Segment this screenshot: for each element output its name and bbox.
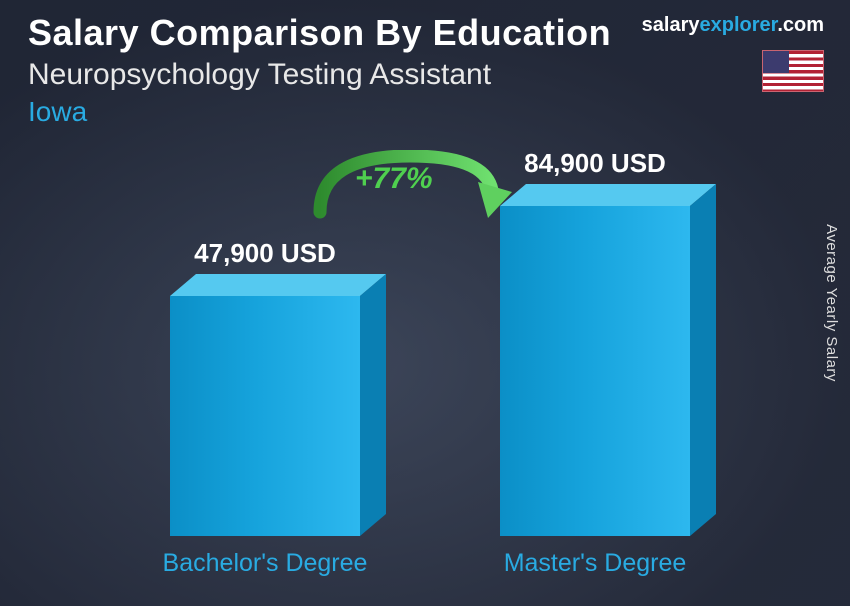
page-subtitle: Neuropsychology Testing Assistant	[28, 58, 830, 92]
flag-icon	[762, 50, 824, 92]
bar-bachelors: 47,900 USD Bachelor's Degree	[170, 296, 360, 536]
brand-part2: explorer	[699, 14, 777, 36]
percentage-increase: +77%	[355, 162, 433, 196]
bar-label: Master's Degree	[504, 549, 687, 578]
bar-masters: 84,900 USD Master's Degree	[500, 206, 690, 536]
brand-part1: salary	[642, 14, 700, 36]
bar-value: 84,900 USD	[524, 148, 666, 179]
brand-part3: .com	[777, 14, 824, 36]
y-axis-label: Average Yearly Salary	[823, 224, 840, 382]
bar-top-face	[170, 274, 360, 296]
bar-top-face	[500, 184, 690, 206]
bar-front-face	[170, 296, 360, 536]
bar-value: 47,900 USD	[194, 238, 336, 269]
bar-label: Bachelor's Degree	[163, 549, 368, 578]
page-location: Iowa	[28, 96, 830, 128]
brand-label: salaryexplorer.com	[642, 14, 824, 37]
bar-front-face	[500, 206, 690, 536]
bar-side-face	[360, 274, 386, 536]
bar-side-face	[690, 184, 716, 536]
